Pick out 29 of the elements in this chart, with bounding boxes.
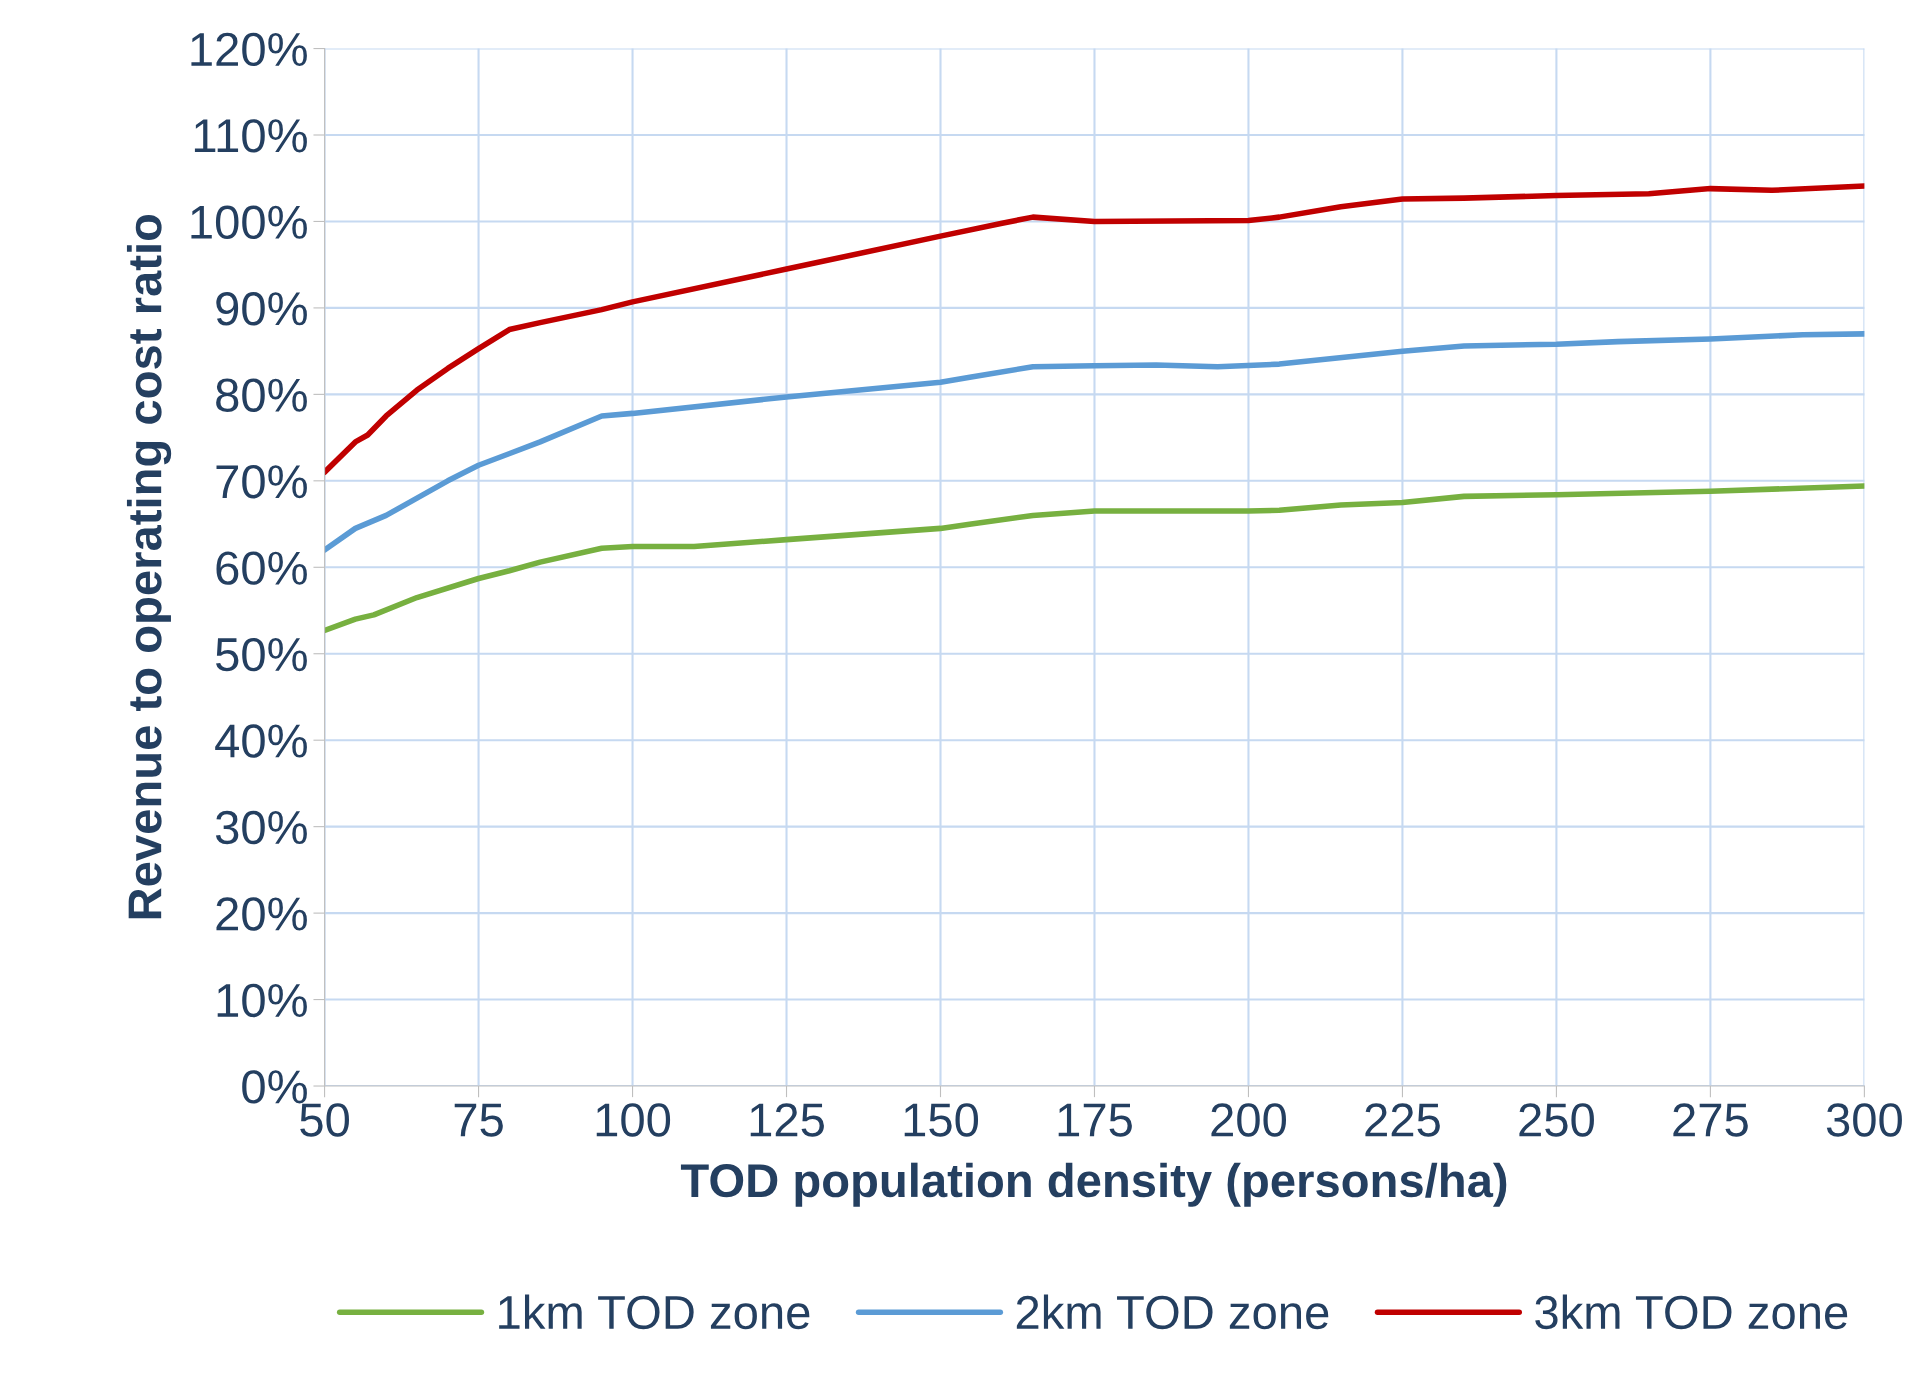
legend-label: 2km TOD zone xyxy=(1016,1294,1329,1330)
y-tick-label: 70% xyxy=(216,464,307,499)
y-tick-label: 20% xyxy=(216,897,307,931)
y-tick-label: 100% xyxy=(191,205,307,240)
x-axis-title: TOD population density (persons/ha) xyxy=(680,1162,1507,1207)
y-tick-label: 120% xyxy=(191,32,307,67)
x-tick-label: 50 xyxy=(300,1103,349,1137)
x-tick-label: 75 xyxy=(454,1103,503,1137)
x-tick-label: 125 xyxy=(750,1103,824,1137)
x-tick-label: 200 xyxy=(1211,1103,1287,1137)
y-tick-label: 90% xyxy=(216,292,307,326)
x-tick-label: 275 xyxy=(1673,1103,1748,1137)
y-tick-label: 30% xyxy=(215,810,307,845)
y-axis-title: Revenue to operating cost ratio xyxy=(126,214,172,919)
legend-label: 3km TOD zone xyxy=(1535,1294,1848,1330)
legend-label: 1km TOD zone xyxy=(499,1294,810,1330)
y-tick-label: 50% xyxy=(215,637,307,672)
y-tick-label: 80% xyxy=(216,378,307,412)
x-tick-label: 250 xyxy=(1519,1103,1594,1137)
y-tick-label: 110% xyxy=(194,119,307,153)
y-tick-label: 40% xyxy=(215,724,307,758)
y-tick-label: 60% xyxy=(216,551,307,585)
x-tick-label: 100 xyxy=(596,1103,671,1137)
y-tick-label: 10% xyxy=(217,983,307,1018)
x-tick-label: 225 xyxy=(1365,1103,1440,1137)
x-tick-label: 300 xyxy=(1826,1103,1902,1137)
x-tick-label: 150 xyxy=(904,1103,979,1137)
y-tick-label: 0% xyxy=(242,1070,307,1104)
x-tick-label: 175 xyxy=(1058,1103,1132,1137)
